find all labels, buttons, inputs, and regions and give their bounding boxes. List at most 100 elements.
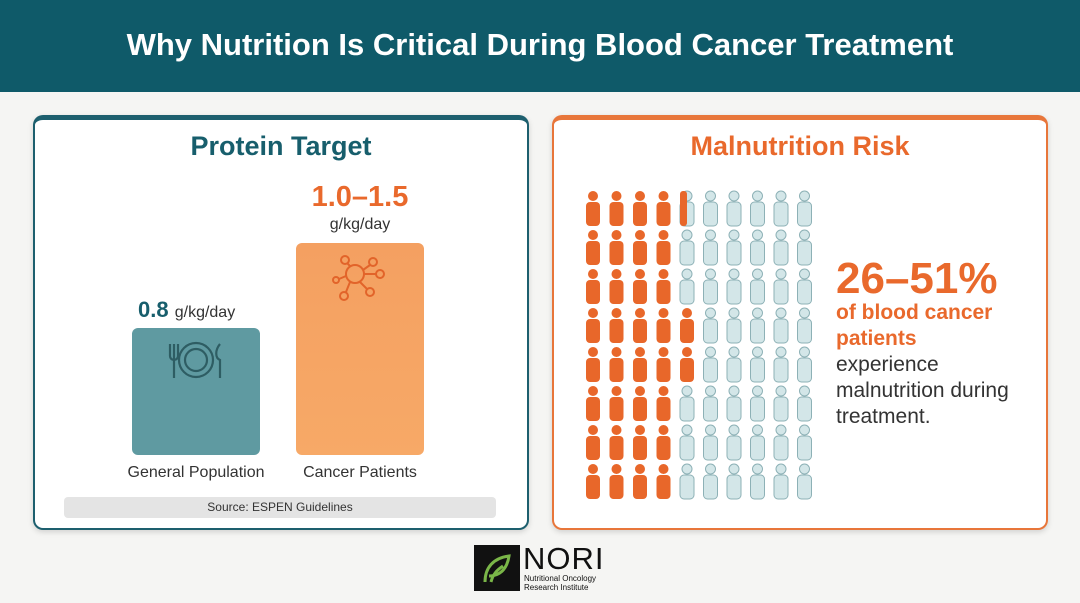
person-part	[799, 307, 810, 319]
person-part	[658, 425, 669, 435]
person-part	[633, 436, 647, 460]
person-part	[703, 357, 718, 383]
header-title: Why Nutrition Is Critical During Blood C…	[126, 27, 954, 62]
person-part	[658, 347, 669, 357]
person-part	[611, 308, 622, 318]
person-part	[797, 474, 812, 500]
person-part	[679, 435, 695, 461]
person-part	[705, 229, 716, 241]
person-part	[635, 308, 645, 318]
person-part	[633, 319, 647, 343]
person-part	[799, 346, 810, 358]
person-part	[635, 464, 645, 474]
person-part	[797, 201, 812, 227]
person-part	[588, 191, 598, 201]
person-part	[703, 240, 718, 266]
person-part	[728, 385, 740, 397]
person-part	[775, 463, 787, 475]
person-part	[750, 201, 765, 227]
person-part	[703, 396, 718, 422]
person-part	[681, 424, 693, 436]
person-part	[635, 269, 645, 279]
molecule-icon	[332, 255, 385, 301]
person-part	[658, 464, 669, 474]
person-part	[658, 230, 669, 240]
person-part	[773, 279, 789, 305]
person-part	[797, 240, 812, 266]
person-part	[633, 475, 647, 499]
person-part	[588, 269, 598, 279]
person-part	[726, 240, 742, 266]
person-part	[773, 357, 789, 383]
person-part	[773, 474, 789, 500]
person-part	[797, 279, 812, 305]
person-part	[775, 229, 787, 241]
source-note: Source: ESPEN Guidelines	[64, 497, 496, 518]
person-part	[752, 307, 763, 319]
person-part	[728, 268, 740, 280]
person-part	[775, 190, 787, 202]
person-part	[752, 346, 763, 358]
person-part	[726, 201, 742, 227]
person-part	[775, 385, 787, 397]
person-part	[728, 463, 740, 475]
protein-title: Protein Target	[190, 131, 372, 161]
person-part	[799, 268, 810, 280]
person-part	[775, 424, 787, 436]
person-part	[773, 240, 789, 266]
person-part	[773, 435, 789, 461]
person-part	[681, 268, 693, 280]
person-part	[750, 396, 765, 422]
person-part	[656, 358, 671, 382]
person-part	[728, 424, 740, 436]
person-part	[750, 435, 765, 461]
person-part	[797, 357, 812, 383]
person-part	[682, 308, 692, 318]
person-part	[656, 475, 671, 499]
person-part	[680, 319, 694, 343]
person-part	[703, 318, 718, 344]
person-part	[656, 397, 671, 421]
malnutrition-title: Malnutrition Risk	[690, 131, 910, 161]
person-part	[728, 346, 740, 358]
logo-subtitle: Nutritional Oncology Research Institute	[524, 574, 597, 592]
person-part	[679, 396, 695, 422]
person-part	[586, 436, 600, 460]
person-part	[703, 435, 718, 461]
person-part	[656, 319, 671, 343]
person-part	[750, 357, 765, 383]
person-part	[726, 435, 742, 461]
person-part	[588, 464, 598, 474]
person-part	[750, 474, 765, 500]
plate-icon	[168, 341, 222, 379]
person-part	[680, 191, 687, 226]
person-part	[775, 307, 787, 319]
person-part	[658, 191, 669, 201]
person-part	[635, 191, 645, 201]
person-part	[656, 436, 671, 460]
bar-general	[132, 328, 260, 455]
person-part	[752, 463, 763, 475]
person-part	[609, 475, 624, 499]
logo-leaf	[483, 554, 511, 583]
person-part	[658, 269, 669, 279]
person-part	[750, 279, 765, 305]
person-part	[752, 424, 763, 436]
person-part	[586, 397, 600, 421]
person-part	[703, 201, 718, 227]
person-part	[703, 474, 718, 500]
stat: 26–51%	[836, 254, 998, 303]
person-part	[633, 241, 647, 265]
person-part	[611, 269, 622, 279]
person-part	[705, 190, 716, 202]
person-part	[588, 308, 598, 318]
person-part	[679, 240, 695, 266]
person-part	[799, 463, 810, 475]
person-part	[679, 474, 695, 500]
person-part	[656, 241, 671, 265]
person-part	[726, 279, 742, 305]
person-part	[633, 202, 647, 226]
person-part	[611, 386, 622, 396]
person-part	[658, 386, 669, 396]
